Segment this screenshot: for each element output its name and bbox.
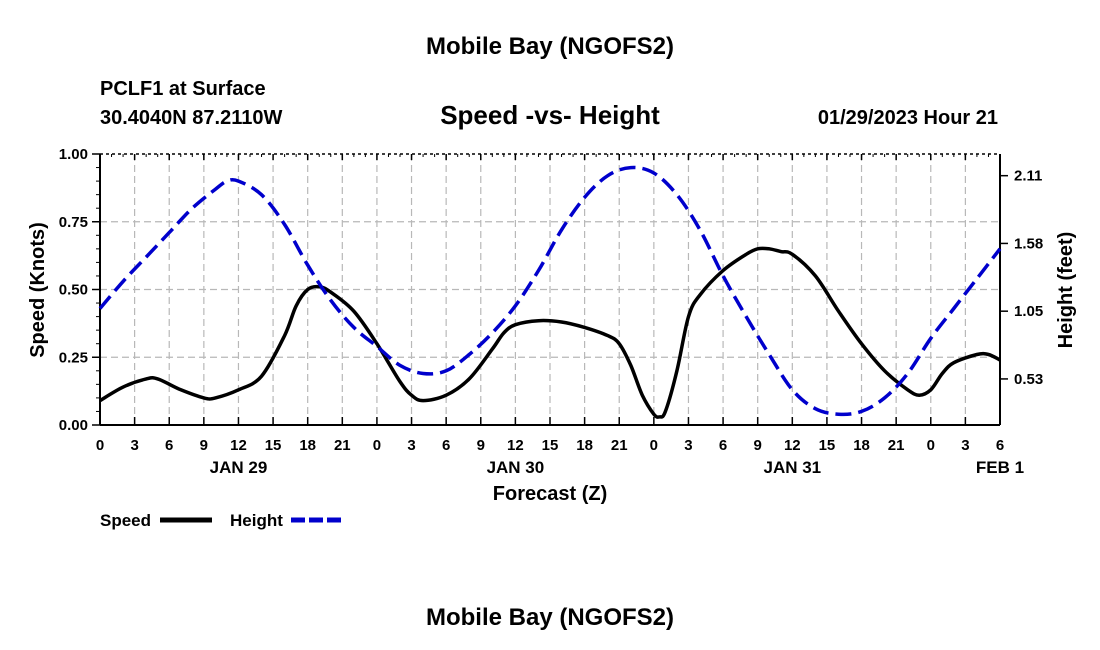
series-line-height [98, 165, 1002, 417]
y-axis-title: Speed (Knots) [27, 222, 49, 358]
x-tick-label: 21 [334, 437, 351, 454]
x-tick-label: 21 [611, 437, 628, 454]
x-tick-label: 6 [719, 437, 727, 454]
x-tick-label: 3 [130, 437, 138, 454]
x-tick-label: 6 [442, 437, 450, 454]
x-tick-label: 6 [165, 437, 173, 454]
y-tick-label: 1.00 [59, 146, 88, 163]
x-tick-label: 3 [407, 437, 415, 454]
legend-speed-label: Speed [100, 511, 151, 530]
x-tick-label: 9 [200, 437, 208, 454]
y-tick-label: 0.50 [59, 282, 88, 299]
grid-lines [100, 154, 1000, 425]
x-tick-label: 0 [373, 437, 381, 454]
y2-tick-label: 2.11 [1014, 168, 1042, 185]
x-tick-label: 0 [927, 437, 935, 454]
station-name: PCLF1 at Surface [100, 78, 266, 100]
x-tick-label: 0 [650, 437, 658, 454]
axes [92, 153, 1008, 426]
x-tick-label: 0 [96, 437, 104, 454]
x-tick-label: 6 [996, 437, 1004, 454]
x-tick-label: 18 [576, 437, 593, 454]
x-tick-label: 3 [961, 437, 969, 454]
date-label: JAN 31 [763, 458, 821, 477]
y2-tick-label: 0.53 [1014, 371, 1043, 388]
legend-height-label: Height [230, 511, 283, 530]
x-tick-label: 18 [853, 437, 870, 454]
x-axis-title: Forecast (Z) [493, 483, 607, 505]
y-tick-label: 0.75 [59, 214, 88, 231]
date-label: FEB 1 [976, 458, 1024, 477]
x-tick-label: 12 [230, 437, 247, 454]
date-label: JAN 30 [487, 458, 545, 477]
x-tick-label: 12 [507, 437, 524, 454]
x-tick-label: 9 [477, 437, 485, 454]
station-coords: 30.4040N 87.2110W [100, 107, 282, 129]
forecast-datetime: 01/29/2023 Hour 21 [818, 107, 998, 129]
main-title-bottom: Mobile Bay (NGOFS2) [426, 604, 674, 631]
main-title-top: Mobile Bay (NGOFS2) [426, 33, 674, 60]
x-tick-label: 9 [754, 437, 762, 454]
series-lines [98, 165, 1002, 419]
axis-labels: 0 3 6 9 12 15 18 21 0 3 6 9 12 15 18 21 0 3 6 9 12 15 18 21 0 3 6 J… [59, 146, 1043, 477]
x-tick-label: 3 [684, 437, 692, 454]
y2-axis-title: Height (feet) [1055, 232, 1077, 349]
date-label: JAN 29 [210, 458, 268, 477]
x-tick-label: 21 [888, 437, 905, 454]
series-line-speed [99, 246, 1001, 419]
y2-tick-label: 1.05 [1014, 303, 1043, 320]
x-tick-label: 18 [299, 437, 316, 454]
y-tick-label: 0.25 [59, 349, 88, 366]
x-tick-label: 15 [265, 437, 282, 454]
x-tick-label: 12 [784, 437, 801, 454]
y-tick-label: 0.00 [59, 417, 88, 434]
chart-subtitle: Speed -vs- Height [440, 100, 660, 130]
x-tick-label: 15 [819, 437, 836, 454]
x-tick-label: 15 [542, 437, 559, 454]
y2-tick-label: 1.58 [1014, 235, 1043, 252]
